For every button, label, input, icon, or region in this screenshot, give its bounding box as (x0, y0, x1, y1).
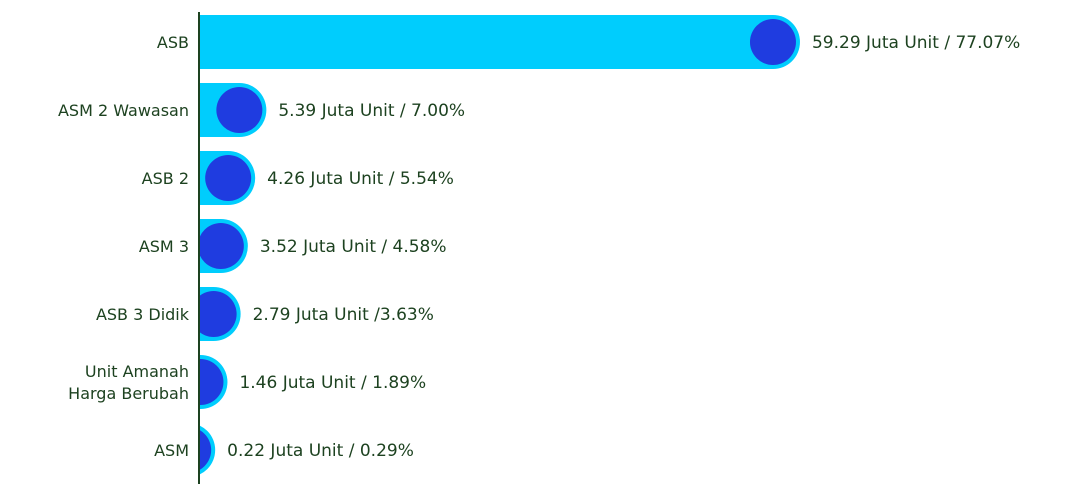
bar-marker (200, 359, 224, 405)
value-label: 4.26 Juta Unit / 5.54% (267, 169, 454, 189)
category-label: ASB 3 Didik (95, 305, 189, 324)
bar-marker (216, 87, 263, 133)
category-label: ASM 3 (138, 237, 189, 256)
category-label: ASM 2 Wawasan (57, 101, 189, 120)
value-label: 5.39 Juta Unit / 7.00% (278, 101, 465, 121)
value-label: 3.52 Juta Unit / 4.58% (260, 237, 447, 257)
bar-marker (749, 19, 796, 65)
category-label: ASB (156, 33, 189, 52)
value-label: 2.79 Juta Unit /3.63% (253, 305, 434, 325)
value-label: 1.46 Juta Unit / 1.89% (239, 373, 426, 393)
category-label: ASM (154, 441, 189, 460)
category-label: Unit Amanah Harga Berubah (68, 362, 189, 403)
bar-marker (205, 155, 252, 201)
value-label: 0.22 Juta Unit / 0.29% (227, 441, 414, 461)
bar-marker (200, 430, 212, 470)
bar-marker (200, 223, 244, 269)
bar (200, 15, 800, 69)
bar-marker (200, 291, 237, 337)
value-label: 59.29 Juta Unit / 77.07% (812, 33, 1020, 53)
category-label: ASB 2 (141, 169, 189, 188)
bars (200, 15, 800, 475)
